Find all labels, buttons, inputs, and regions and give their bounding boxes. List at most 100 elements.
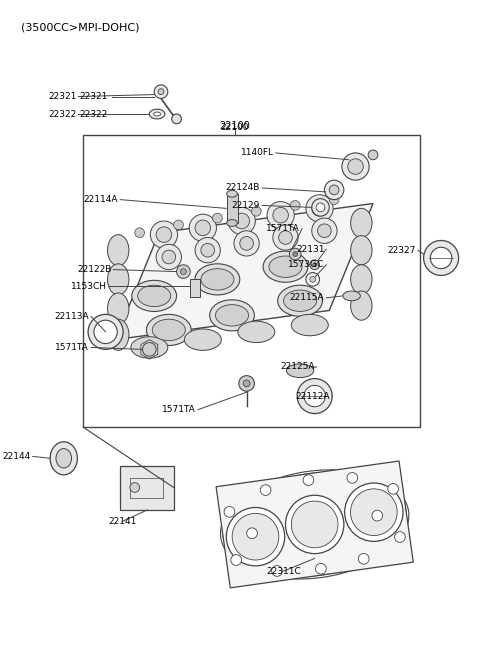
- Circle shape: [227, 508, 285, 566]
- Ellipse shape: [223, 472, 407, 576]
- Circle shape: [431, 248, 452, 269]
- Text: 22112A: 22112A: [296, 392, 330, 401]
- Text: 22321: 22321: [79, 92, 108, 101]
- Text: 22131: 22131: [296, 245, 324, 253]
- Circle shape: [310, 260, 320, 270]
- Circle shape: [272, 566, 282, 576]
- Circle shape: [213, 214, 222, 223]
- Ellipse shape: [291, 314, 328, 336]
- Circle shape: [195, 220, 211, 236]
- Circle shape: [324, 180, 344, 200]
- Circle shape: [316, 203, 325, 212]
- Text: 22124B: 22124B: [226, 183, 260, 193]
- Ellipse shape: [50, 441, 77, 475]
- Circle shape: [329, 185, 339, 195]
- Polygon shape: [115, 204, 373, 340]
- Circle shape: [312, 198, 329, 216]
- Ellipse shape: [351, 236, 372, 265]
- Circle shape: [143, 343, 156, 356]
- Circle shape: [291, 501, 338, 548]
- Circle shape: [247, 528, 257, 538]
- Ellipse shape: [56, 449, 72, 468]
- Bar: [227, 194, 238, 223]
- Ellipse shape: [149, 109, 165, 119]
- Ellipse shape: [146, 314, 191, 345]
- Bar: [120, 466, 174, 510]
- Ellipse shape: [138, 285, 171, 307]
- Circle shape: [312, 200, 327, 216]
- Circle shape: [189, 214, 216, 242]
- Circle shape: [228, 208, 255, 234]
- Circle shape: [252, 206, 261, 216]
- Circle shape: [313, 263, 317, 267]
- Circle shape: [318, 224, 331, 238]
- Circle shape: [315, 563, 326, 574]
- Text: 22311C: 22311C: [266, 567, 301, 576]
- Circle shape: [240, 236, 253, 250]
- Ellipse shape: [284, 290, 317, 312]
- Circle shape: [359, 553, 369, 564]
- Ellipse shape: [210, 300, 254, 331]
- Circle shape: [279, 231, 292, 244]
- Ellipse shape: [238, 321, 275, 343]
- Ellipse shape: [278, 285, 323, 316]
- Ellipse shape: [343, 291, 360, 301]
- Circle shape: [312, 218, 337, 244]
- Circle shape: [304, 385, 325, 407]
- Ellipse shape: [216, 305, 249, 326]
- Text: 1153CH: 1153CH: [71, 282, 107, 291]
- Circle shape: [293, 252, 298, 257]
- Text: 22129: 22129: [232, 201, 260, 210]
- Bar: [216, 461, 413, 588]
- Circle shape: [177, 265, 190, 278]
- Circle shape: [150, 221, 178, 248]
- Text: 22122B: 22122B: [77, 265, 111, 274]
- Text: 1571TA: 1571TA: [266, 224, 300, 233]
- Circle shape: [243, 380, 250, 387]
- Text: 22125A: 22125A: [280, 362, 315, 371]
- Circle shape: [154, 85, 168, 98]
- Text: 22114A: 22114A: [84, 195, 118, 204]
- Text: 22322: 22322: [79, 109, 108, 119]
- Ellipse shape: [108, 293, 129, 324]
- Circle shape: [156, 227, 172, 242]
- Circle shape: [395, 532, 405, 542]
- Circle shape: [158, 88, 164, 94]
- Circle shape: [224, 506, 235, 517]
- Text: 1140FL: 1140FL: [241, 149, 274, 157]
- Circle shape: [368, 150, 378, 160]
- Ellipse shape: [201, 269, 234, 290]
- Ellipse shape: [287, 364, 314, 377]
- Circle shape: [234, 231, 259, 256]
- Circle shape: [273, 208, 288, 223]
- Ellipse shape: [351, 208, 372, 238]
- Circle shape: [423, 240, 458, 276]
- Circle shape: [174, 220, 183, 230]
- Circle shape: [348, 159, 363, 174]
- Ellipse shape: [152, 319, 185, 341]
- Circle shape: [232, 514, 279, 560]
- Ellipse shape: [263, 251, 308, 282]
- Circle shape: [347, 472, 358, 483]
- Ellipse shape: [131, 337, 168, 358]
- Text: 22113A: 22113A: [54, 312, 89, 321]
- Text: 22141: 22141: [108, 517, 136, 526]
- Circle shape: [303, 475, 314, 485]
- Text: 1571TA: 1571TA: [162, 405, 196, 414]
- Circle shape: [289, 248, 301, 260]
- Ellipse shape: [269, 256, 302, 278]
- Ellipse shape: [351, 265, 372, 294]
- Text: 22100: 22100: [219, 121, 251, 131]
- Circle shape: [180, 269, 186, 274]
- Circle shape: [267, 202, 294, 229]
- Circle shape: [297, 379, 332, 413]
- Circle shape: [234, 214, 250, 229]
- Text: 22322: 22322: [48, 109, 76, 119]
- Ellipse shape: [154, 112, 160, 116]
- Ellipse shape: [227, 219, 237, 227]
- Text: 1571TA: 1571TA: [55, 343, 89, 352]
- Circle shape: [388, 483, 398, 495]
- Circle shape: [88, 314, 123, 349]
- Circle shape: [372, 510, 383, 521]
- Circle shape: [156, 244, 181, 270]
